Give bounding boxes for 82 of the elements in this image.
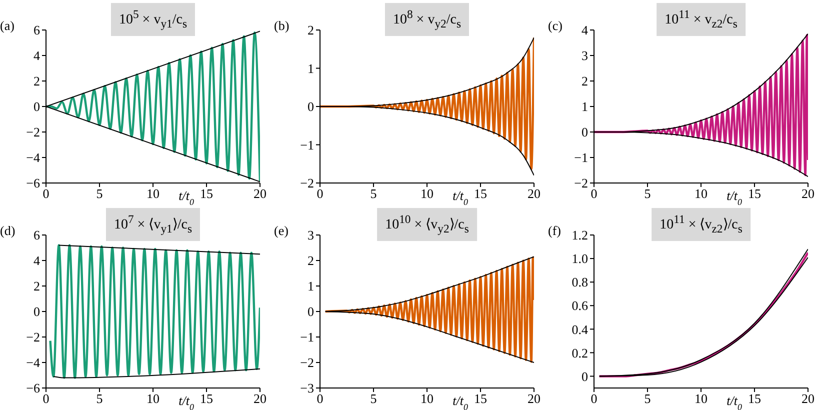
y-tick-label: 0.2	[572, 345, 588, 360]
y-tick-label: 4	[34, 253, 40, 268]
x-axis-title: t/t$_{0}$	[726, 393, 743, 410]
y-tick-label: 6	[34, 22, 40, 38]
y-tick-label: 4	[582, 22, 588, 38]
y-tick-label: 1.0	[572, 251, 588, 266]
y-tick-label: −2	[26, 124, 40, 140]
y-tick-label: 2	[34, 278, 40, 294]
x-axis-title: t/t$_{0}$	[726, 188, 743, 207]
text: (f)	[548, 223, 561, 239]
y-tick-label: 0.8	[572, 274, 588, 290]
x-tick-label: 15	[748, 391, 761, 406]
y-tick-label: 0	[582, 368, 588, 384]
y-tick-label: 4	[34, 48, 40, 64]
x-tick-label: 5	[644, 186, 651, 202]
x-tick-label: 10	[694, 186, 708, 202]
y-tick-label: 2	[308, 22, 314, 38]
x-tick-label: 5	[96, 186, 103, 202]
text: (d)	[0, 223, 16, 239]
y-tick-label: −2	[300, 355, 314, 370]
chart-title: 10$^{11}$ × v$_{z2}$/c$_{s}$	[656, 3, 746, 36]
y-tick-label: 0.6	[572, 298, 588, 314]
y-tick-label: 0	[34, 304, 40, 320]
y-tick-label: −2	[26, 330, 40, 345]
y-tick-label: 1	[308, 278, 314, 294]
y-tick-label: −2	[300, 176, 314, 191]
x-tick-label: 20	[254, 186, 266, 202]
y-tick-label: −1	[300, 137, 314, 152]
x-tick-label: 20	[802, 391, 814, 406]
text: (c)	[548, 18, 562, 34]
y-tick-label: 0	[582, 124, 588, 140]
x-tick-label: 10	[146, 391, 160, 406]
y-tick-label: 0	[308, 304, 314, 320]
x-tick-label: 20	[528, 186, 540, 202]
x-tick-label: 5	[370, 391, 377, 406]
x-tick-label: 15	[200, 186, 213, 202]
x-axis-title: t/t$_{0}$	[178, 188, 195, 207]
x-axis-title: t/t$_{0}$	[452, 393, 469, 410]
chart-title: 10$^{11}$ × ⟨v$_{z2}$⟩/c$_{s}$	[652, 208, 750, 242]
y-tick-label: 6	[34, 228, 40, 243]
y-tick-label: 1.2	[572, 228, 588, 243]
x-tick-label: 20	[528, 391, 540, 406]
y-tick-label: 0	[34, 99, 40, 114]
x-tick-label: 5	[96, 391, 103, 406]
y-tick-label: −6	[26, 380, 40, 396]
x-axis-title: t/t$_{0}$	[178, 393, 195, 410]
y-tick-label: −3	[300, 380, 314, 396]
text: (a)	[0, 18, 14, 34]
y-tick-label: −1	[574, 150, 588, 166]
y-tick-label: 3	[308, 228, 314, 243]
y-tick-label: −2	[574, 176, 588, 191]
chart-title: 10$^{8}$ × v$_{y2}$/c$_{s}$	[384, 3, 470, 36]
x-tick-label: 10	[420, 186, 434, 202]
y-tick-label: −6	[26, 176, 40, 191]
text: (e)	[274, 223, 288, 239]
x-tick-label: 10	[694, 391, 708, 406]
x-tick-label: 15	[474, 391, 487, 406]
y-tick-label: 2	[34, 74, 40, 89]
x-tick-label: 20	[802, 186, 814, 202]
y-tick-label: 0	[308, 99, 314, 114]
y-tick-label: 2	[582, 74, 588, 89]
y-tick-label: 3	[582, 48, 588, 64]
y-tick-label: 2	[308, 253, 314, 268]
y-tick-label: 0.4	[572, 322, 588, 337]
x-tick-label: 20	[254, 391, 266, 406]
x-tick-label: 15	[474, 186, 487, 202]
x-tick-label: 5	[370, 186, 377, 202]
x-axis-title: t/t$_{0}$	[452, 188, 469, 207]
x-tick-label: 10	[146, 186, 160, 202]
x-tick-label: 10	[420, 391, 434, 406]
y-tick-label: 1	[582, 99, 588, 114]
chart-title: 10$^{5}$ × v$_{y1}$/c$_{s}$	[110, 3, 196, 36]
x-tick-label: 15	[200, 391, 213, 406]
chart-title: 10$^{10}$ × ⟨v$_{y2}$⟩/c$_{s}$	[377, 208, 477, 242]
y-tick-label: −1	[300, 330, 314, 345]
y-tick-label: 1	[308, 60, 314, 76]
y-tick-label: −4	[26, 355, 40, 370]
x-tick-label: 5	[644, 391, 651, 406]
chart-title: 10$^{7}$ × ⟨v$_{y1}$⟩/c$_{s}$	[106, 208, 200, 242]
x-tick-label: 15	[748, 186, 761, 202]
text: (b)	[274, 18, 290, 34]
y-tick-label: −4	[26, 150, 40, 166]
